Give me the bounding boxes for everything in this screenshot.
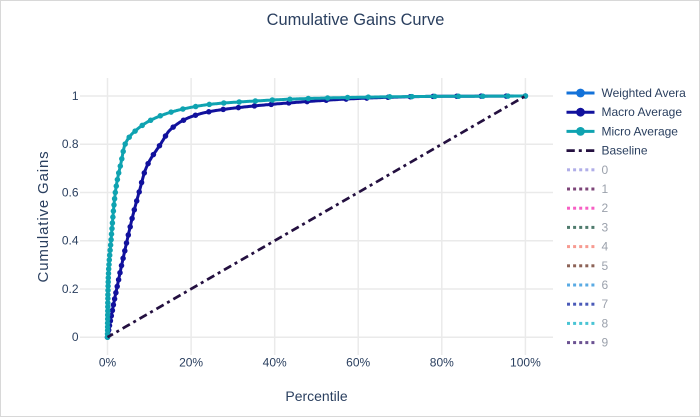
svg-text:60%: 60% — [346, 356, 370, 370]
svg-text:0.2: 0.2 — [62, 282, 79, 296]
svg-text:Macro Average: Macro Average — [602, 105, 683, 119]
svg-text:3: 3 — [602, 220, 609, 234]
svg-text:0.8: 0.8 — [62, 137, 79, 151]
svg-text:Weighted Avera: Weighted Avera — [602, 86, 687, 100]
svg-text:Percentile: Percentile — [285, 388, 347, 404]
svg-text:8: 8 — [602, 316, 609, 330]
svg-text:0%: 0% — [99, 356, 117, 370]
svg-text:6: 6 — [602, 278, 609, 292]
svg-text:5: 5 — [602, 259, 609, 273]
svg-text:0: 0 — [72, 330, 79, 344]
svg-text:7: 7 — [602, 297, 609, 311]
svg-text:1: 1 — [602, 182, 609, 196]
svg-text:Micro Average: Micro Average — [602, 124, 679, 138]
svg-text:Baseline: Baseline — [602, 144, 648, 158]
svg-text:100%: 100% — [510, 356, 541, 370]
svg-text:0.4: 0.4 — [62, 234, 79, 248]
svg-text:9: 9 — [602, 336, 609, 350]
svg-text:2: 2 — [602, 201, 609, 215]
svg-text:40%: 40% — [263, 356, 287, 370]
svg-text:80%: 80% — [430, 356, 454, 370]
svg-text:4: 4 — [602, 240, 609, 254]
svg-text:Cumulative Gains Curve: Cumulative Gains Curve — [267, 11, 445, 29]
svg-text:1: 1 — [72, 89, 79, 103]
svg-text:0.6: 0.6 — [62, 186, 79, 200]
svg-text:0: 0 — [602, 163, 609, 177]
svg-text:Cumulative Gains: Cumulative Gains — [35, 151, 52, 283]
svg-text:20%: 20% — [179, 356, 203, 370]
